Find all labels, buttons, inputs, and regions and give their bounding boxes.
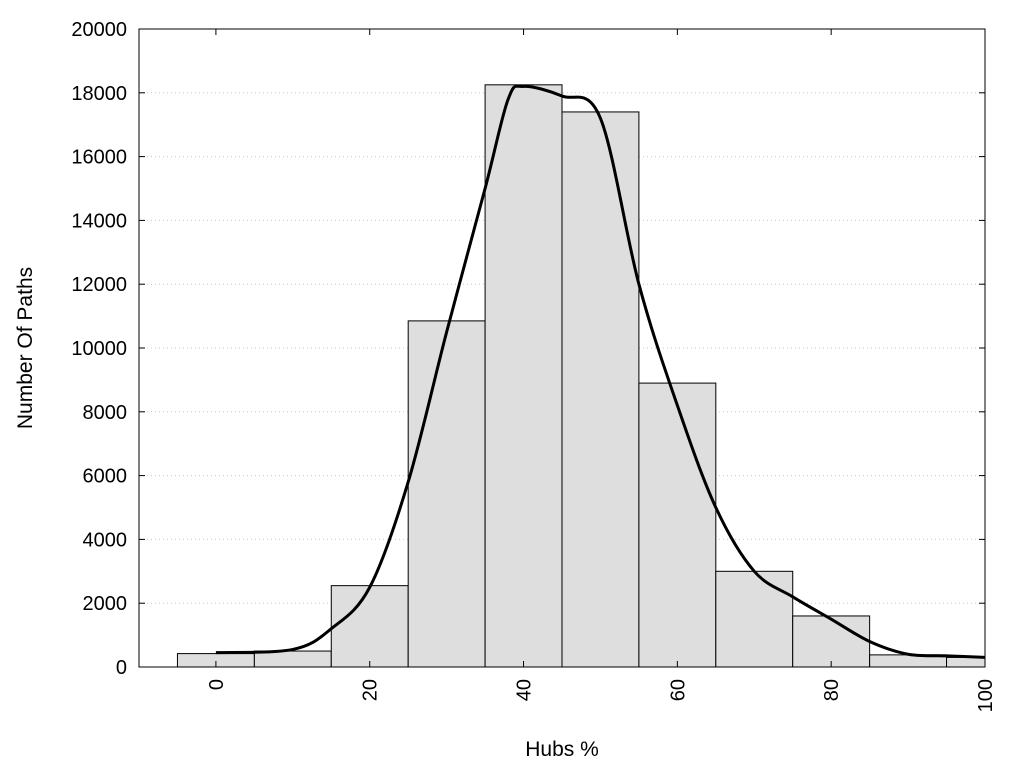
histogram-bar (253, 650, 332, 668)
histogram-bar (330, 585, 409, 668)
histogram-bar (792, 615, 871, 668)
y-tick-label: 16000 (71, 147, 127, 169)
y-tick-label: 8000 (83, 402, 128, 424)
histogram-bar (407, 320, 486, 668)
y-tick-label: 2000 (83, 593, 128, 615)
y-tick-label: 20000 (71, 19, 127, 41)
bars-layer (176, 84, 986, 668)
histogram-bar (946, 656, 986, 668)
x-axis-title: Hubs % (525, 738, 599, 761)
x-tick-label: 60 (667, 679, 689, 701)
histogram-bar (484, 84, 563, 668)
histogram-bar (561, 111, 640, 668)
x-tick-label: 0 (206, 679, 228, 690)
grid-layer (139, 92, 985, 604)
x-tick-label: 20 (360, 679, 382, 701)
x-tick-label: 40 (514, 679, 536, 701)
x-tick-label: 100 (975, 679, 997, 712)
y-tick-label: 0 (116, 657, 127, 679)
y-tick-label: 4000 (83, 529, 128, 551)
y-axis-title: Number Of Paths (14, 267, 37, 429)
x-tick-label: 80 (821, 679, 843, 701)
density-curve (215, 84, 986, 659)
curve-layer (215, 84, 986, 659)
y-axis: 0 2000 4000 6000 8000 10000 12000 14000 16000 180… (71, 19, 985, 679)
y-tick-label: 18000 (71, 83, 127, 105)
y-tick-label: 12000 (71, 274, 127, 296)
histogram-bar (638, 382, 717, 668)
y-tick-label: 14000 (71, 210, 127, 232)
y-tick-label: 6000 (83, 466, 128, 488)
y-tick-label: 10000 (71, 338, 127, 360)
x-axis: 0 20 40 60 80 100 (206, 29, 997, 712)
histogram-bar (715, 570, 794, 668)
